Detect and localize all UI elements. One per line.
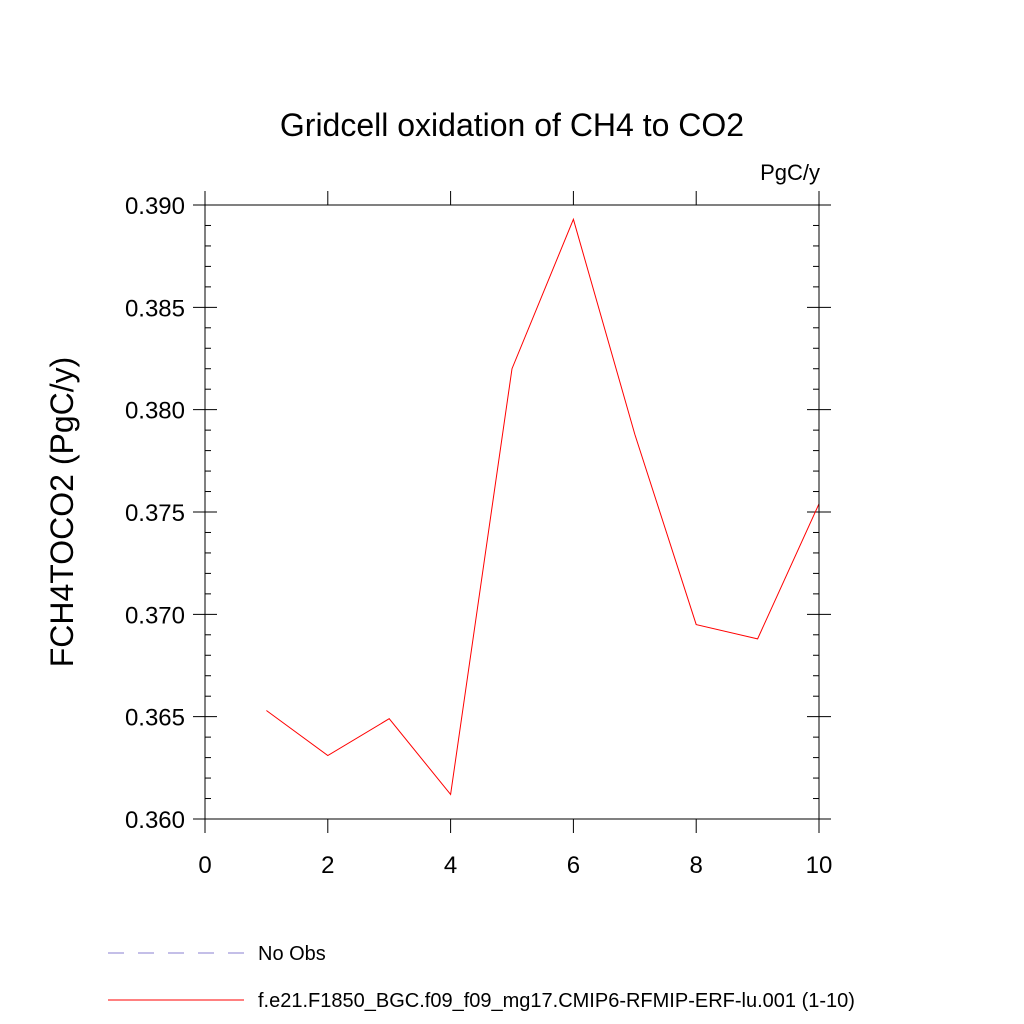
series-layer (266, 217, 820, 796)
plot-frame (204, 204, 820, 820)
axis-ticks (193, 191, 831, 833)
x-tick-label: 4 (444, 852, 457, 879)
y-tick-label: 0.365 (125, 705, 185, 732)
x-tick-label: 6 (567, 852, 580, 879)
legend-label-series: f.e21.F1850_BGC.f09_f09_mg17.CMIP6-RFMIP… (258, 990, 855, 1012)
y-tick-label: 0.360 (125, 807, 185, 834)
y-tick-label: 0.380 (125, 398, 185, 425)
y-axis-label: FCH4TOCO2 (PgC/y) (44, 357, 80, 668)
units-label: PgC/y (760, 160, 820, 185)
x-tick-label: 0 (198, 852, 211, 879)
tick-labels: 0 2 4 6 8 10 0.360 0.365 0.370 0.375 0.380 0.385 0.3… (125, 193, 832, 879)
x-tick-label: 2 (321, 852, 334, 879)
y-tick-label: 0.370 (125, 602, 185, 629)
legend-label-no-obs: No Obs (258, 943, 326, 965)
y-tick-label: 0.390 (125, 193, 185, 220)
chart-title: Gridcell oxidation of CH4 to CO2 (280, 107, 744, 143)
x-tick-label: 8 (690, 852, 703, 879)
legend: No Obs f.e21.F1850_BGC.f09_f09_mg17.CMIP… (108, 943, 855, 1012)
series-line (266, 217, 820, 796)
y-tick-label: 0.385 (125, 295, 185, 322)
x-tick-label: 10 (806, 852, 833, 879)
y-tick-label: 0.375 (125, 500, 185, 527)
